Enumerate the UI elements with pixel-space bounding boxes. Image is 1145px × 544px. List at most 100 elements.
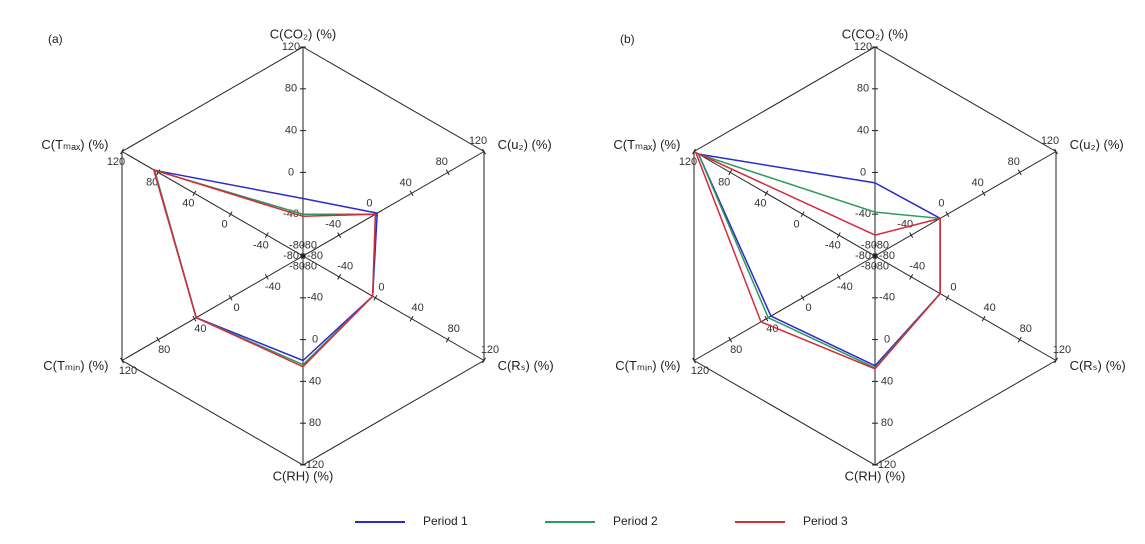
tick-mark [337, 232, 342, 238]
tick-label: 40 [411, 302, 423, 314]
tick-mark [156, 336, 161, 343]
axis-line [874, 151, 1057, 257]
tick-label: -40 [325, 219, 341, 231]
tick-mark [692, 357, 696, 364]
tick-label: 0 [794, 218, 800, 230]
tick-label: 40 [182, 198, 194, 210]
tick-label: -80 [283, 250, 299, 262]
tick-mark [482, 148, 486, 155]
tick-label: -40 [837, 281, 853, 293]
tick-mark [301, 253, 305, 259]
tick-label: 80 [730, 344, 742, 356]
tick-label: 0 [234, 302, 240, 314]
tick-label: 0 [806, 302, 812, 314]
tick-label: 80 [309, 417, 321, 429]
tick-label: 120 [854, 41, 872, 53]
tick-mark [228, 211, 233, 218]
tick-mark [1017, 169, 1022, 176]
tick-label: 80 [718, 177, 730, 189]
tick-label: 120 [679, 156, 697, 168]
panel-label: (a) [48, 32, 63, 46]
series-polygon [152, 168, 377, 368]
tick-mark [945, 211, 950, 218]
tick-label: 40 [983, 302, 995, 314]
tick-label: 0 [950, 281, 956, 293]
tick-mark [836, 274, 841, 280]
tick-label: 40 [881, 375, 893, 387]
tick-mark [764, 190, 769, 197]
tick-label: -40 [825, 239, 841, 251]
tick-mark [482, 357, 486, 364]
tick-mark [1054, 357, 1058, 364]
tick-label: 0 [938, 198, 944, 210]
tick-label: 80 [285, 83, 297, 95]
axis-title: C(Tₘₐₓ) (%) [41, 137, 108, 152]
tick-mark [445, 169, 450, 176]
axis-line [693, 151, 876, 257]
tick-mark [264, 232, 269, 238]
tick-mark [909, 274, 914, 280]
tick-label: -40 [265, 281, 281, 293]
tick-label: 0 [378, 281, 384, 293]
tick-mark [945, 294, 950, 301]
tick-mark [981, 315, 986, 322]
tick-label: 40 [857, 125, 869, 137]
tick-label: -80 [301, 260, 317, 272]
tick-label: -40 [307, 292, 323, 304]
tick-mark [873, 253, 877, 259]
tick-label: 40 [194, 323, 206, 335]
tick-mark [445, 336, 450, 343]
tick-label: 0 [366, 198, 372, 210]
axis-title: C(Tₘᵢₙ) (%) [615, 358, 680, 373]
tick-label: -40 [879, 292, 895, 304]
tick-label: -80 [301, 240, 317, 252]
tick-mark [981, 190, 986, 197]
tick-label: 80 [158, 344, 170, 356]
tick-mark [836, 232, 841, 238]
tick-label: 0 [884, 334, 890, 346]
tick-mark [228, 294, 233, 301]
tick-label: 40 [754, 198, 766, 210]
axis-title: C(Tₘᵢₙ) (%) [43, 358, 108, 373]
tick-mark [692, 148, 696, 155]
tick-label: 80 [146, 177, 158, 189]
tick-mark [120, 148, 124, 155]
tick-label: -80 [289, 260, 305, 272]
tick-label: 0 [860, 166, 866, 178]
tick-label: 0 [288, 166, 294, 178]
tick-label: 80 [448, 323, 460, 335]
axis-line [302, 255, 485, 361]
tick-label: -80 [879, 250, 895, 262]
axis-title: C(Tₘₐₓ) (%) [613, 137, 680, 152]
tick-label: 80 [1008, 156, 1020, 168]
axis-title: C(Rₛ) (%) [498, 358, 554, 373]
panel-label: (b) [620, 32, 635, 46]
axis-title: C(Rₛ) (%) [1070, 358, 1126, 373]
tick-label: 120 [469, 135, 487, 147]
legend-label: Period 2 [613, 514, 658, 528]
tick-label: 120 [119, 365, 137, 377]
tick-label: -40 [855, 208, 871, 220]
tick-label: 120 [282, 41, 300, 53]
tick-label: 120 [1041, 135, 1059, 147]
tick-label: -80 [873, 240, 889, 252]
tick-label: 120 [691, 365, 709, 377]
tick-label: -40 [909, 260, 925, 272]
series-polygon [694, 151, 941, 370]
tick-label: -80 [861, 240, 877, 252]
tick-mark [764, 315, 769, 322]
tick-label: 0 [312, 334, 318, 346]
tick-label: 80 [436, 156, 448, 168]
tick-mark [373, 294, 378, 301]
axis-line [302, 151, 485, 257]
axis-title: C(RH) (%) [845, 468, 906, 483]
axis-title: C(u₂) (%) [1070, 137, 1124, 152]
tick-label: 120 [481, 344, 499, 356]
tick-label: -80 [855, 250, 871, 262]
tick-label: -80 [873, 260, 889, 272]
tick-label: 80 [881, 417, 893, 429]
tick-label: 0 [222, 218, 228, 230]
axis-title: C(CO₂) (%) [842, 26, 908, 41]
tick-label: -40 [337, 260, 353, 272]
